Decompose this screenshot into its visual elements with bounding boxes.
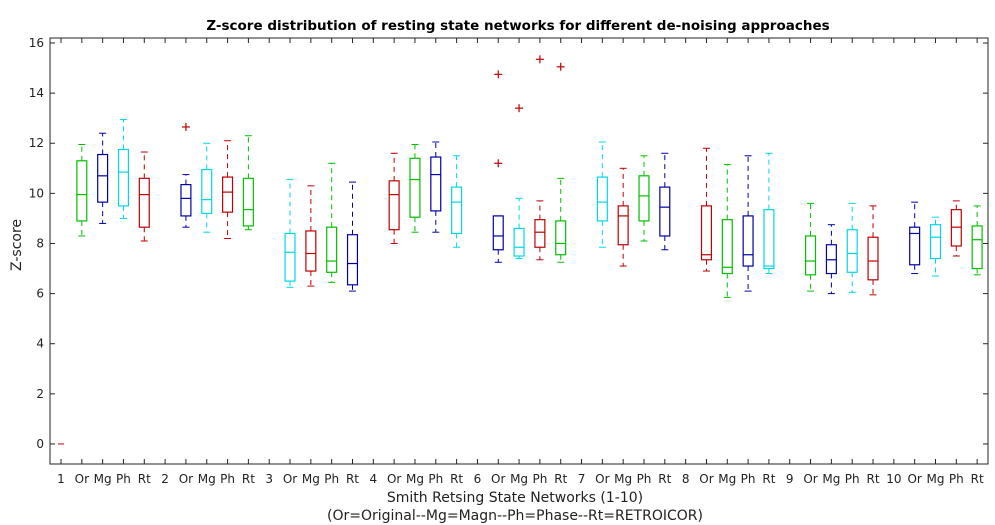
x-tick-label: 6 (474, 472, 482, 486)
x-tick-label: Ph (741, 472, 756, 486)
y-tick-label: 12 (29, 136, 44, 150)
box (76, 160, 88, 222)
box (409, 157, 421, 218)
box (909, 226, 921, 266)
x-tick-label: Or (803, 472, 817, 486)
box (929, 224, 942, 260)
x-tick-label: Ph (220, 472, 235, 486)
x-axis-sublabel: (Or=Original--Mg=Magn--Ph=Phase--Rt=RETR… (327, 508, 703, 524)
x-tick-label: 4 (369, 472, 377, 486)
x-tick-label: Or (179, 472, 193, 486)
x-tick-label: Mg (198, 472, 216, 486)
box (305, 230, 317, 272)
x-tick-label: Mg (927, 472, 945, 486)
chart-title: Z-score distribution of resting state ne… (206, 18, 829, 34)
x-axis-label: Smith Retsing State Networks (1-10) (387, 490, 643, 506)
box (617, 205, 629, 246)
box (430, 156, 442, 212)
x-tick-label: Ph (324, 472, 339, 486)
x-tick-label: Mg (302, 472, 320, 486)
box (742, 215, 754, 267)
y-tick-label: 6 (36, 287, 44, 301)
x-tick-label: Rt (450, 472, 463, 486)
x-tick-label: Ph (428, 472, 443, 486)
box (825, 244, 837, 275)
y-tick-label: 10 (29, 186, 44, 200)
box (97, 153, 109, 203)
x-tick-label: Or (699, 472, 713, 486)
box (388, 180, 400, 231)
x-tick-label: 1 (57, 472, 65, 486)
x-tick-label: Rt (762, 472, 775, 486)
x-tick-label: Ph (532, 472, 547, 486)
box (721, 219, 733, 275)
box (180, 183, 192, 217)
box (138, 177, 150, 228)
box (222, 176, 234, 213)
x-tick-label: Ph (637, 472, 652, 486)
x-tick-label: Or (387, 472, 401, 486)
x-tick-label: Rt (138, 472, 151, 486)
x-tick-label: Or (595, 472, 609, 486)
x-tick-label: Rt (867, 472, 880, 486)
x-tick-label: Rt (554, 472, 567, 486)
x-tick-label: Ph (845, 472, 860, 486)
x-tick-label: Mg (614, 472, 632, 486)
x-tick-label: 2 (161, 472, 169, 486)
x-tick-label: 8 (682, 472, 690, 486)
box (763, 209, 775, 270)
x-tick-label: Or (283, 472, 297, 486)
y-tick-label: 8 (36, 236, 44, 250)
x-tick-label: Mg (822, 472, 840, 486)
x-tick-label: Mg (510, 472, 528, 486)
box (638, 175, 650, 222)
x-tick-label: Or (491, 472, 505, 486)
plot-area: 0 2 4 6 8 10 12 14 16 1 Or Mg Ph Rt 2 Or Mg Ph Rt 3 Or Mg Ph Rt… (29, 36, 989, 486)
y-tick-label: 14 (29, 86, 44, 100)
x-tick-label: 10 (886, 472, 901, 486)
box (971, 225, 983, 270)
x-tick-label: Rt (971, 472, 984, 486)
y-tick-label: 4 (36, 337, 44, 351)
x-tick-label: Ph (116, 472, 131, 486)
box (596, 176, 608, 222)
box (117, 148, 130, 207)
box (805, 235, 817, 276)
x-tick-label: Ph (949, 472, 964, 486)
y-tick-label: 0 (36, 437, 44, 451)
x-tick-label: Mg (406, 472, 424, 486)
x-tick-label: 7 (578, 472, 586, 486)
box (659, 186, 671, 237)
y-tick-label: 2 (36, 387, 44, 401)
box (867, 236, 879, 281)
box (346, 234, 359, 286)
x-tick-label: Rt (346, 472, 359, 486)
box (534, 219, 546, 248)
x-tick-label: Mg (94, 472, 112, 486)
y-axis-label: Z-score (9, 219, 25, 271)
x-tick-label: 9 (786, 472, 794, 486)
box (846, 229, 858, 273)
x-tick-label: Rt (242, 472, 255, 486)
box (451, 186, 463, 235)
x-tick-label: Rt (658, 472, 671, 486)
box (201, 168, 213, 215)
box (326, 226, 338, 273)
x-tick-label: Mg (718, 472, 736, 486)
box (513, 227, 525, 257)
x-tick-label: 3 (265, 472, 273, 486)
box (950, 209, 962, 247)
y-tick-label: 16 (29, 36, 44, 50)
box (492, 215, 504, 251)
x-tick-label: Or (907, 472, 921, 486)
box (284, 232, 296, 282)
box (242, 177, 254, 227)
box (700, 205, 713, 261)
x-tick-label: Or (75, 472, 89, 486)
box (555, 220, 567, 256)
